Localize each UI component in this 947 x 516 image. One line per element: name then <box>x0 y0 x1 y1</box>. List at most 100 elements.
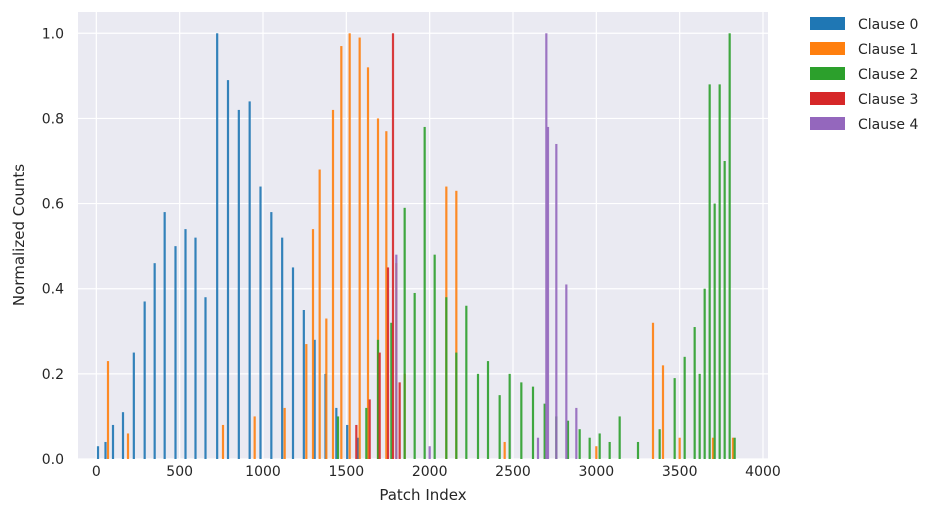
legend-swatch <box>810 42 845 55</box>
y-tick-label: 0.6 <box>42 197 64 213</box>
plot-background <box>78 12 768 459</box>
bar-clause-0 <box>356 437 360 459</box>
bar-clause-2 <box>723 161 726 459</box>
bar-clause-2 <box>566 420 570 459</box>
bar-clause-1 <box>253 416 256 459</box>
x-tick-label: 0 <box>92 464 101 480</box>
bar-clause-2 <box>713 203 716 459</box>
bar-clause-0 <box>111 424 115 459</box>
bar-clause-0 <box>291 267 295 459</box>
bar-clause-3 <box>355 424 358 459</box>
gridlines <box>78 12 768 460</box>
bar-clause-4 <box>395 254 398 459</box>
bar-clause-2 <box>433 254 436 459</box>
bar-clause-0 <box>121 412 125 459</box>
bar-clause-2 <box>390 322 393 459</box>
bar-clause-2 <box>476 373 480 459</box>
y-tick-label: 0.8 <box>42 111 64 127</box>
bar-clause-1 <box>331 109 335 460</box>
bar-clause-0 <box>237 109 240 460</box>
bar-clause-2 <box>693 327 696 459</box>
x-tick-label: 500 <box>166 464 193 480</box>
bar-clause-4 <box>575 407 578 459</box>
bar-clause-2 <box>618 416 621 459</box>
y-tick-label: 0.0 <box>42 452 64 468</box>
bar-clause-2 <box>698 373 701 459</box>
bar-clause-0 <box>163 212 166 459</box>
bar-clause-1 <box>731 437 735 459</box>
bar-clause-1 <box>366 67 370 459</box>
bar-clause-0 <box>132 352 135 459</box>
bar-clause-2 <box>336 416 340 459</box>
bar-clause-0 <box>259 186 262 460</box>
bar-clause-0 <box>226 80 230 459</box>
bar-clause-2 <box>728 33 731 460</box>
bar-clause-2 <box>673 378 676 459</box>
legend: Clause 0 Clause 1 Clause 2 Clause 3 Clause 4 <box>810 17 918 133</box>
bar-clause-2 <box>543 403 546 459</box>
series-1 <box>106 33 735 460</box>
bar-clause-2 <box>465 305 468 459</box>
bar-clause-1 <box>385 131 388 459</box>
bar-clause-3 <box>391 33 395 460</box>
legend-label: Clause 0 <box>858 17 918 33</box>
bar-clause-0 <box>96 446 100 459</box>
legend-label: Clause 2 <box>858 67 918 83</box>
bar-clause-0 <box>216 33 219 460</box>
y-axis-label: Normalized Counts <box>10 164 28 306</box>
bar-clause-3 <box>386 267 390 459</box>
bar-clause-1 <box>283 407 286 459</box>
bar-clause-1 <box>305 344 308 459</box>
bar-clause-0 <box>335 407 338 459</box>
legend-swatch <box>810 17 845 30</box>
bar-clause-2 <box>608 441 611 459</box>
bar-clause-1 <box>318 169 321 459</box>
x-tick-label: 3000 <box>579 464 615 480</box>
bar-clause-0 <box>143 301 146 459</box>
bar-clause-0 <box>302 310 305 459</box>
bar-clause-1 <box>711 437 715 459</box>
bar-clause-1 <box>455 190 458 460</box>
series-4 <box>395 33 578 460</box>
bar-clause-2 <box>423 126 426 459</box>
bar-clause-2 <box>445 297 448 459</box>
bar-clause-2 <box>365 407 368 459</box>
bar-clause-2 <box>455 352 458 459</box>
bar-clause-2 <box>598 433 601 459</box>
bar-clause-1 <box>678 437 681 459</box>
bar-clause-2 <box>578 429 581 459</box>
series-0 <box>96 33 360 460</box>
bar-clause-0 <box>153 263 156 459</box>
bar-clause-1 <box>221 424 225 459</box>
bar-clause-4 <box>565 284 568 459</box>
bar-clause-0 <box>270 212 273 459</box>
x-tick-label: 2500 <box>495 464 531 480</box>
bar-clause-1 <box>503 441 506 459</box>
bar-clause-1 <box>348 33 351 460</box>
bar-clause-3 <box>398 382 401 459</box>
bar-clause-1 <box>126 433 130 459</box>
bar-clause-2 <box>403 207 406 459</box>
bar-clause-2 <box>413 292 416 459</box>
bar-clause-2 <box>588 437 591 459</box>
x-tick-label: 1000 <box>245 464 281 480</box>
bar-clause-2 <box>658 429 661 459</box>
y-tick-labels: 0.0 0.2 0.4 0.6 0.8 1.0 <box>42 26 64 468</box>
bar-clause-1 <box>651 322 655 459</box>
bar-clause-0 <box>313 339 316 459</box>
bar-clause-0 <box>204 297 207 459</box>
bar-clause-4 <box>555 143 558 459</box>
bar-clause-0 <box>194 237 197 459</box>
bar-clause-0 <box>104 441 107 459</box>
y-tick-label: 0.4 <box>42 282 64 298</box>
legend-label: Clause 3 <box>858 92 918 108</box>
x-tick-labels: 0 500 1000 1500 2000 2500 3000 3500 4000 <box>92 464 781 480</box>
y-tick-label: 0.2 <box>42 367 64 383</box>
bar-clause-1 <box>325 318 328 459</box>
x-tick-label: 2000 <box>412 464 448 480</box>
bar-clause-2 <box>498 395 501 459</box>
x-tick-label: 4000 <box>745 464 781 480</box>
bar-clause-1 <box>106 361 110 459</box>
bar-clause-0 <box>248 101 251 460</box>
bar-clause-4 <box>536 437 540 459</box>
